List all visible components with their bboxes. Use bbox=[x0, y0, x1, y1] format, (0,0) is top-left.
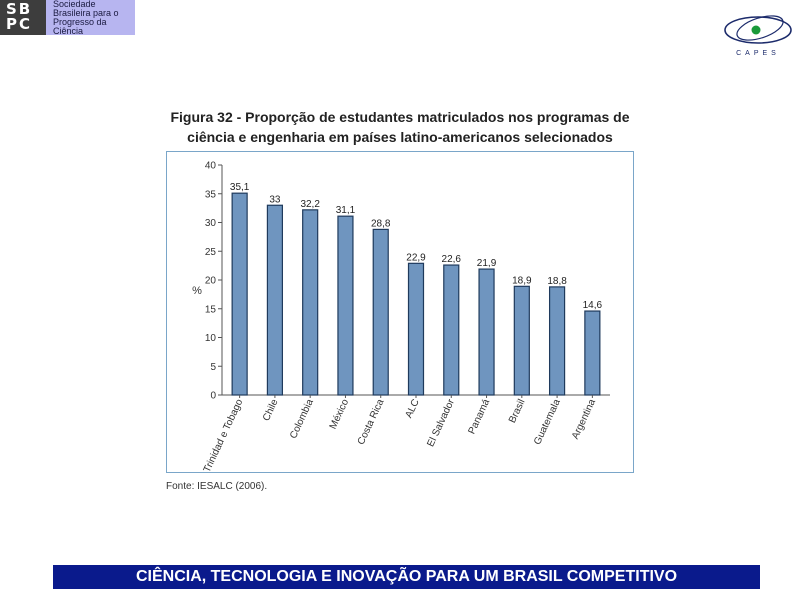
x-tick-label: Panamá bbox=[467, 397, 493, 436]
bar-value-label: 35,1 bbox=[230, 182, 250, 193]
chart-frame: 0 5 10 15 20 25 30 35 40% 35,1 Trinidad e Tobago 33… bbox=[166, 151, 634, 473]
sbpc-text-line-4: Ciência bbox=[53, 26, 84, 36]
x-tick-label: Trinidad e Tobago bbox=[202, 397, 246, 472]
sbpc-text-line-3: Progresso da bbox=[53, 17, 107, 27]
sbpc-mark-line-2: PC bbox=[6, 15, 33, 33]
figure-title: Figura 32 - Proporção de estudantes matr… bbox=[140, 107, 660, 147]
footer-banner: CIÊNCIA, TECNOLOGIA E INOVAÇÃO PARA UM B… bbox=[53, 565, 760, 589]
x-tick-label: Costa Rica bbox=[356, 397, 387, 446]
bar-value-label: 22,6 bbox=[442, 254, 462, 265]
x-tick-label: Argentina bbox=[570, 397, 598, 441]
bar bbox=[513, 285, 530, 396]
bar bbox=[337, 215, 354, 396]
y-tick-label: 10 bbox=[205, 333, 217, 344]
capes-orbit-icon bbox=[724, 15, 792, 44]
x-tick-label: México bbox=[328, 397, 352, 431]
y-tick-label: 40 bbox=[205, 161, 217, 172]
x-tick-label: Guatemala bbox=[532, 397, 563, 446]
sbpc-text-line-2: Brasileira para o bbox=[53, 8, 119, 18]
sbpc-logo: SB PC Sociedade Brasileira para o Progre… bbox=[0, 0, 137, 36]
bar-value-label: 14,6 bbox=[583, 300, 603, 311]
bar bbox=[372, 228, 389, 396]
x-tick-label: El Salvador bbox=[425, 397, 457, 449]
y-tick-label: 15 bbox=[205, 304, 217, 315]
x-tick-label: ALC bbox=[404, 398, 422, 420]
bar bbox=[266, 204, 284, 396]
y-tick-label: 20 bbox=[205, 276, 217, 287]
x-tick-label: Colombia bbox=[288, 397, 316, 440]
bar-value-label: 33 bbox=[269, 194, 281, 205]
bar-value-label: 28,8 bbox=[371, 218, 391, 229]
y-tick-label: 5 bbox=[210, 362, 216, 373]
bar bbox=[231, 192, 248, 396]
bar-value-label: 21,9 bbox=[477, 258, 497, 269]
bar-value-label: 18,8 bbox=[547, 276, 567, 287]
x-tick-label: Brasil bbox=[507, 398, 528, 425]
figure-title-line-2: ciência e engenharia em países latino-am… bbox=[187, 129, 613, 145]
x-tick-label: Chile bbox=[261, 397, 281, 423]
bar bbox=[478, 268, 495, 396]
bar-value-label: 31,1 bbox=[336, 205, 356, 216]
capes-logo: CAPES bbox=[718, 2, 798, 62]
sbpc-text-line-1: Sociedade bbox=[53, 0, 96, 9]
sbpc-logo-text: Sociedade Brasileira para o Progresso da… bbox=[53, 0, 137, 36]
bar bbox=[548, 286, 566, 396]
y-tick-label: 30 bbox=[205, 218, 217, 229]
figure-title-line-1: Figura 32 - Proporção de estudantes matr… bbox=[170, 109, 630, 125]
bar bbox=[584, 310, 601, 396]
bar-value-label: 22,9 bbox=[406, 252, 426, 263]
bar-chart: 0 5 10 15 20 25 30 35 40% 35,1 Trinidad e Tobago 33… bbox=[192, 161, 610, 472]
sbpc-mark-line-1: SB bbox=[6, 0, 33, 18]
capes-label: CAPES bbox=[736, 50, 780, 57]
bar bbox=[443, 264, 460, 396]
y-tick-label: 25 bbox=[205, 247, 217, 258]
bar-value-label: 32,2 bbox=[300, 199, 320, 210]
bar bbox=[302, 209, 319, 396]
y-tick-label: 35 bbox=[205, 189, 217, 200]
sbpc-logo-mark: SB PC bbox=[0, 0, 46, 35]
y-tick-label: 0 bbox=[210, 391, 216, 402]
bar bbox=[407, 262, 425, 396]
source-note: Fonte: IESALC (2006). bbox=[166, 481, 268, 492]
bar-value-label: 18,9 bbox=[512, 275, 532, 286]
y-axis-label: % bbox=[192, 285, 202, 297]
